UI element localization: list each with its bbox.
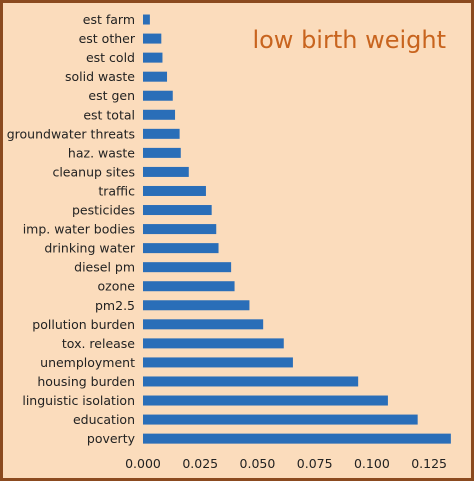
x-tick-label: 0.125 [411,456,447,471]
category-label: linguistic isolation [22,393,135,408]
category-label: est total [83,107,135,122]
bar-groundwater-threats [143,128,180,139]
category-label: est cold [86,50,135,65]
bar-ozone [143,281,235,292]
category-label: haz. waste [68,145,135,160]
bar-pm2-5 [143,300,250,311]
bar-poverty [143,433,451,444]
category-label: tox. release [62,336,135,351]
category-label: cleanup sites [52,164,135,179]
bar-housing-burden [143,376,359,387]
x-tick-label: 0.100 [354,456,390,471]
bar-est-other [143,33,162,44]
category-label: traffic [98,183,135,198]
category-label: solid waste [65,69,135,84]
bar-cleanup-sites [143,166,189,177]
bar-unemployment [143,357,293,368]
bar-est-total [143,109,176,120]
bar-imp-water-bodies [143,224,217,235]
chart-title: low birth weight [252,26,446,54]
bar-est-farm [143,14,150,25]
bar-education [143,414,418,425]
bar-est-gen [143,90,173,101]
category-label: est gen [88,88,135,103]
category-label: drinking water [44,241,135,256]
x-tick-label: 0.075 [297,456,333,471]
category-label: diesel pm [74,260,135,275]
bar-traffic [143,185,206,196]
x-tick-labels: 0.000 0.025 0.050 0.075 0.100 0.125 [125,456,447,471]
category-label: est other [79,31,136,46]
category-label: est farm [83,12,135,27]
category-label: housing burden [37,374,135,389]
category-label: education [73,412,135,427]
category-label: pesticides [72,203,135,218]
category-label: pollution burden [32,317,135,332]
x-tick-label: 0.000 [125,456,161,471]
bar-solid-waste [143,71,168,82]
category-labels: est farm est other est cold solid waste est … [7,12,136,446]
category-label: ozone [98,279,136,294]
category-label: poverty [87,431,136,446]
category-label: unemployment [40,355,135,370]
bar-est-cold [143,52,163,63]
bar-pollution-burden [143,319,264,330]
bar-drinking-water [143,243,219,254]
x-tick-label: 0.025 [182,456,218,471]
bar-pesticides [143,205,212,216]
category-label: groundwater threats [7,126,135,141]
bars-group [143,14,451,444]
x-tick-label: 0.050 [240,456,276,471]
category-label: imp. water bodies [23,222,135,237]
bar-haz-waste [143,147,181,158]
bar-linguistic-isolation [143,395,388,406]
bar-tox-release [143,338,284,349]
category-label: pm2.5 [95,298,135,313]
bar-diesel-pm [143,262,232,273]
